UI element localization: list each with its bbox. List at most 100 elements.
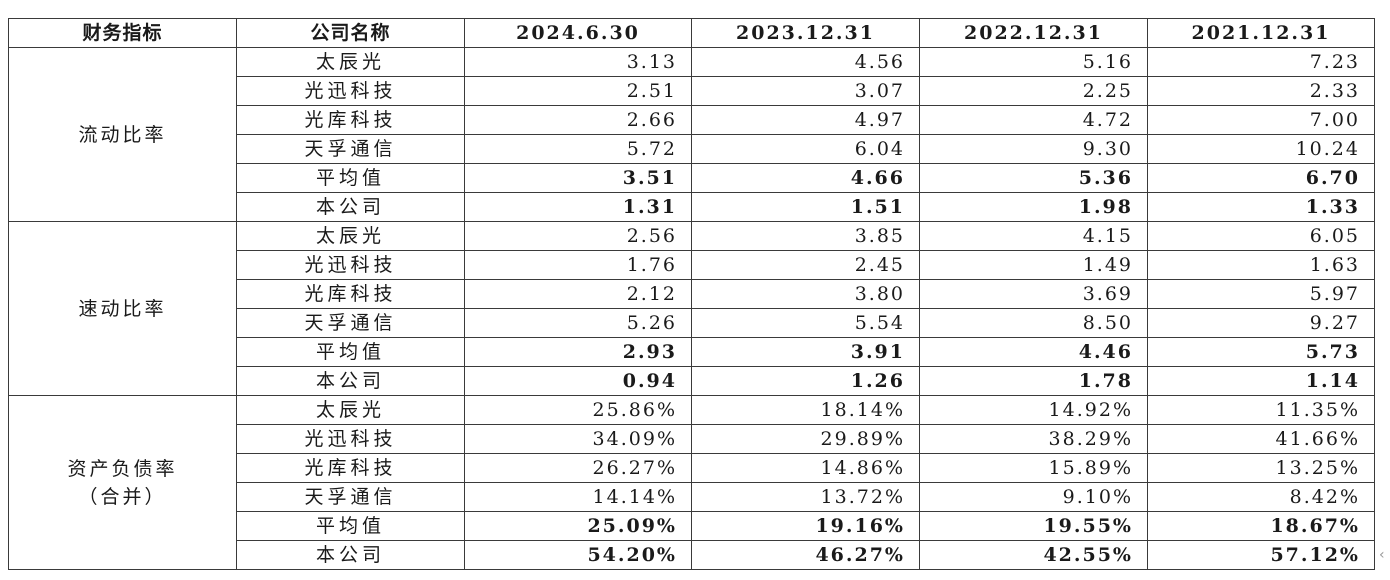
value-cell: 5.73	[1147, 337, 1375, 367]
value-cell: 3.13	[464, 47, 692, 77]
table-row-own-company: 本公司 1.31 1.51 1.98 1.33	[9, 192, 1375, 222]
company-name: 本公司	[236, 192, 465, 222]
table-row: 光库科技 2.66 4.97 4.72 7.00	[9, 105, 1375, 135]
table-row: 天孚通信 14.14% 13.72% 9.10% 8.42%	[9, 482, 1375, 512]
table-row: 资产负债率 （合并） 太辰光 25.86% 18.14% 14.92% 11.3…	[8, 395, 1375, 570]
value-cell: 7.00	[1147, 105, 1375, 135]
company-name: 太辰光	[236, 395, 465, 425]
value-cell: 7.23	[1147, 47, 1375, 77]
value-cell: 4.46	[919, 337, 1148, 367]
value-cell: 1.78	[919, 366, 1148, 396]
table-row: 光迅科技 2.51 3.07 2.25 2.33	[9, 76, 1375, 106]
company-name: 天孚通信	[236, 308, 465, 338]
value-cell: 14.92%	[919, 395, 1148, 425]
value-cell: 18.14%	[691, 395, 920, 425]
value-cell: 5.16	[919, 47, 1148, 77]
value-cell: 3.80	[691, 279, 920, 309]
company-name: 光库科技	[236, 105, 465, 135]
value-cell: 5.54	[691, 308, 920, 338]
value-cell: 6.04	[691, 134, 920, 164]
value-cell: 10.24	[1147, 134, 1375, 164]
value-cell: 4.56	[691, 47, 920, 77]
value-cell: 2.12	[464, 279, 692, 309]
value-cell: 18.67%	[1147, 511, 1375, 541]
value-cell: 2.51	[464, 76, 692, 106]
company-name: 天孚通信	[236, 134, 465, 164]
metric-current-ratio: 流动比率	[8, 47, 237, 222]
value-cell: 46.27%	[691, 540, 920, 570]
table-row-own-company: 本公司 54.20% 46.27% 42.55% 57.12%	[9, 540, 1375, 570]
company-name: 太辰光	[236, 221, 465, 251]
value-cell: 1.33	[1147, 192, 1375, 222]
company-name: 光库科技	[236, 279, 465, 309]
company-name: 本公司	[236, 366, 465, 396]
value-cell: 4.15	[919, 221, 1148, 251]
value-cell: 41.66%	[1147, 424, 1375, 454]
table-row-average: 平均值 2.93 3.91 4.46 5.73	[9, 337, 1375, 367]
value-cell: 5.72	[464, 134, 692, 164]
value-cell: 3.69	[919, 279, 1148, 309]
header-date-2022-12-31: 2022.12.31	[919, 18, 1148, 48]
company-name: 平均值	[236, 163, 465, 193]
table-row: 天孚通信 5.72 6.04 9.30 10.24	[9, 134, 1375, 164]
value-cell: 3.91	[691, 337, 920, 367]
value-cell: 1.63	[1147, 250, 1375, 280]
value-cell: 11.35%	[1147, 395, 1375, 425]
value-cell: 1.51	[691, 192, 920, 222]
metric-label: 速动比率	[78, 297, 167, 320]
table-row: 光迅科技 34.09% 29.89% 38.29% 41.66%	[9, 424, 1375, 454]
header-company: 公司名称	[236, 18, 465, 48]
value-cell: 4.97	[691, 105, 920, 135]
table-row-own-company: 本公司 0.94 1.26 1.78 1.14	[9, 366, 1375, 396]
value-cell: 2.93	[464, 337, 692, 367]
value-cell: 34.09%	[464, 424, 692, 454]
company-name: 太辰光	[236, 47, 465, 77]
value-cell: 5.97	[1147, 279, 1375, 309]
value-cell: 25.09%	[464, 511, 692, 541]
value-cell: 0.94	[464, 366, 692, 396]
company-name: 光迅科技	[236, 250, 465, 280]
value-cell: 5.26	[464, 308, 692, 338]
value-cell: 2.56	[464, 221, 692, 251]
financial-indicators-table-wrapper: 财务指标 公司名称 2024.6.30 2023.12.31 2022.12.3…	[8, 18, 1375, 570]
value-cell: 4.66	[691, 163, 920, 193]
value-cell: 2.45	[691, 250, 920, 280]
value-cell: 9.27	[1147, 308, 1375, 338]
value-cell: 3.51	[464, 163, 692, 193]
value-cell: 26.27%	[464, 453, 692, 483]
value-cell: 38.29%	[919, 424, 1148, 454]
edge-chevron-icon: ‹	[1379, 547, 1385, 563]
header-date-2023-12-31: 2023.12.31	[691, 18, 920, 48]
value-cell: 1.49	[919, 250, 1148, 280]
metric-label-qualifier: （合并）	[78, 485, 167, 508]
value-cell: 57.12%	[1147, 540, 1375, 570]
value-cell: 19.55%	[919, 511, 1148, 541]
value-cell: 8.42%	[1147, 482, 1375, 512]
company-name: 本公司	[236, 540, 465, 570]
value-cell: 6.05	[1147, 221, 1375, 251]
table-row: 流动比率 太辰光 3.13 4.56 5.16 7.23	[8, 47, 1375, 222]
company-name: 天孚通信	[236, 482, 465, 512]
value-cell: 1.26	[691, 366, 920, 396]
company-name: 光库科技	[236, 453, 465, 483]
value-cell: 9.10%	[919, 482, 1148, 512]
value-cell: 14.14%	[464, 482, 692, 512]
value-cell: 15.89%	[919, 453, 1148, 483]
company-name: 平均值	[236, 337, 465, 367]
table-row: 速动比率 太辰光 2.56 3.85 4.15 6.05	[8, 221, 1375, 396]
value-cell: 3.07	[691, 76, 920, 106]
value-cell: 19.16%	[691, 511, 920, 541]
value-cell: 8.50	[919, 308, 1148, 338]
value-cell: 1.98	[919, 192, 1148, 222]
table-row-average: 平均值 3.51 4.66 5.36 6.70	[9, 163, 1375, 193]
value-cell: 29.89%	[691, 424, 920, 454]
company-name: 平均值	[236, 511, 465, 541]
value-cell: 2.66	[464, 105, 692, 135]
value-cell: 2.25	[919, 76, 1148, 106]
value-cell: 3.85	[691, 221, 920, 251]
value-cell: 13.25%	[1147, 453, 1375, 483]
header-date-2021-12-31: 2021.12.31	[1147, 18, 1375, 48]
value-cell: 2.33	[1147, 76, 1375, 106]
value-cell: 5.36	[919, 163, 1148, 193]
company-name: 光迅科技	[236, 76, 465, 106]
